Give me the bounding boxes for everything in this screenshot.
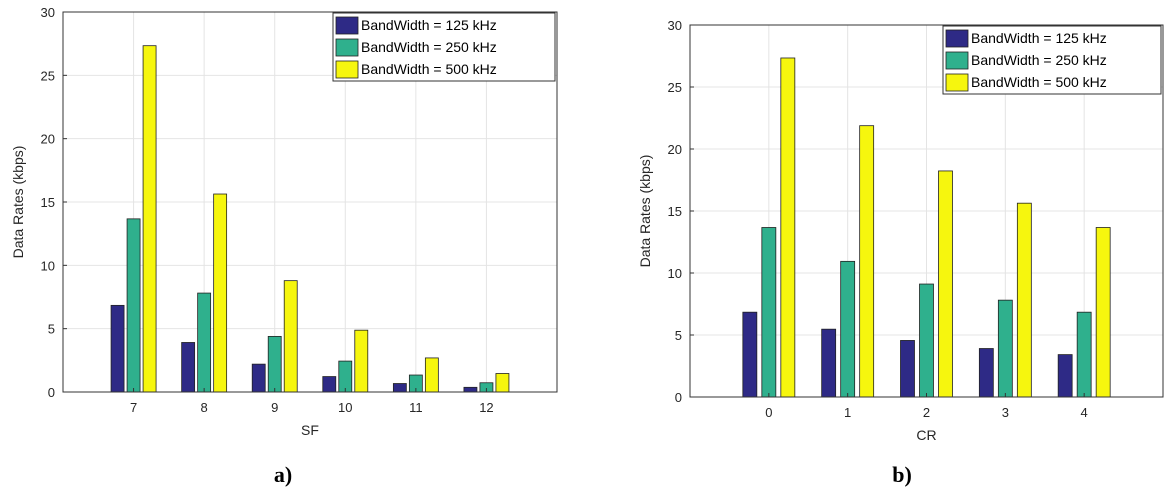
bar-bw125 [322,376,337,393]
y-tick-label: 25 [668,80,682,95]
bar-bw250 [840,260,856,398]
caption-a: a) [274,462,292,487]
y-tick-label: 15 [41,195,55,210]
bar-bw500 [354,329,369,393]
legend-label: BandWidth = 500 kHz [361,61,497,77]
x-tick-label: 8 [201,400,208,415]
legend-box [942,25,1162,95]
bar-bw125 [110,304,125,393]
bar-bw250 [126,218,141,393]
bar-bw125 [392,383,407,393]
y-tick-label: 10 [41,258,55,273]
bar-bw125 [821,328,837,398]
bar-bw500 [1095,227,1111,398]
bar-bw125 [900,340,915,398]
x-tick-label: 4 [1081,405,1088,420]
y-tick-label: 0 [675,390,682,405]
y-tick-label: 20 [668,142,682,157]
chart-panel-b: 0 5 10 15 20 25 30 0 1 2 3 4 CR Data Rates (kbps) Band… [637,18,1164,443]
x-tick-label: 7 [130,400,137,415]
y-tick-label: 30 [41,5,55,20]
bar-bw125 [251,363,266,393]
y-tick-label: 5 [48,322,55,337]
bar-bw500 [938,170,953,398]
y-tick-label: 10 [668,266,682,281]
axes-frame [62,11,558,393]
legend-label: BandWidth = 500 kHz [971,74,1107,90]
y-tick-label: 15 [668,204,682,219]
bar-bw125 [1057,354,1073,398]
bar-bw250 [919,283,934,398]
y-tick-label: 25 [41,68,55,83]
legend-box [332,12,556,82]
y-tick-label: 20 [41,132,55,147]
bar-bw125 [463,386,478,393]
bar-bw500 [859,125,875,398]
x-tick-label: 0 [765,405,772,420]
chart-panel-a: 0 5 10 15 20 25 30 7 8 9 10 11 12 SF Data Rates (kbps)… [10,5,558,438]
bar-bw250 [997,299,1013,398]
y-axis-label: Data Rates (kbps) [637,155,653,268]
x-axis-label: SF [301,422,319,438]
legend-swatch-bw125 [945,29,969,48]
legend-label: BandWidth = 250 kHz [361,39,497,55]
legend-swatch-bw500 [335,60,359,79]
axes-frame [689,24,1164,398]
bar-bw500 [780,57,796,398]
bar-bw500 [1016,202,1032,398]
legend-label: BandWidth = 250 kHz [971,52,1107,68]
bar-bw500 [495,373,510,393]
legend-swatch-bw250 [945,51,969,70]
y-tick-label: 30 [668,18,682,33]
bar-bw250 [267,335,282,393]
x-tick-label: 2 [923,405,930,420]
bar-bw500 [283,280,298,393]
bar-bw125 [978,348,994,398]
x-tick-label: 3 [1002,405,1009,420]
legend-swatch-bw125 [335,16,359,35]
bar-bw125 [742,311,758,398]
legend-label: BandWidth = 125 kHz [971,30,1107,46]
bar-bw250 [1076,311,1092,398]
x-tick-label: 9 [271,400,278,415]
bar-bw500 [424,357,439,393]
bar-bw125 [181,342,196,393]
x-tick-label: 10 [338,400,352,415]
legend-swatch-bw250 [335,38,359,57]
bar-bw500 [213,193,228,393]
x-tick-label: 1 [844,405,851,420]
x-tick-label: 12 [479,400,493,415]
bar-bw250 [761,227,777,398]
x-tick-label: 11 [409,400,423,415]
y-tick-label: 5 [675,328,682,343]
y-tick-label: 0 [48,385,55,400]
bar-bw250 [197,292,212,393]
bar-bw500 [142,45,157,393]
bar-bw250 [338,360,353,393]
legend-label: BandWidth = 125 kHz [361,17,497,33]
caption-b: b) [892,462,912,487]
y-axis-label: Data Rates (kbps) [10,146,26,259]
x-axis-label: CR [916,427,936,443]
legend-swatch-bw500 [945,73,969,92]
